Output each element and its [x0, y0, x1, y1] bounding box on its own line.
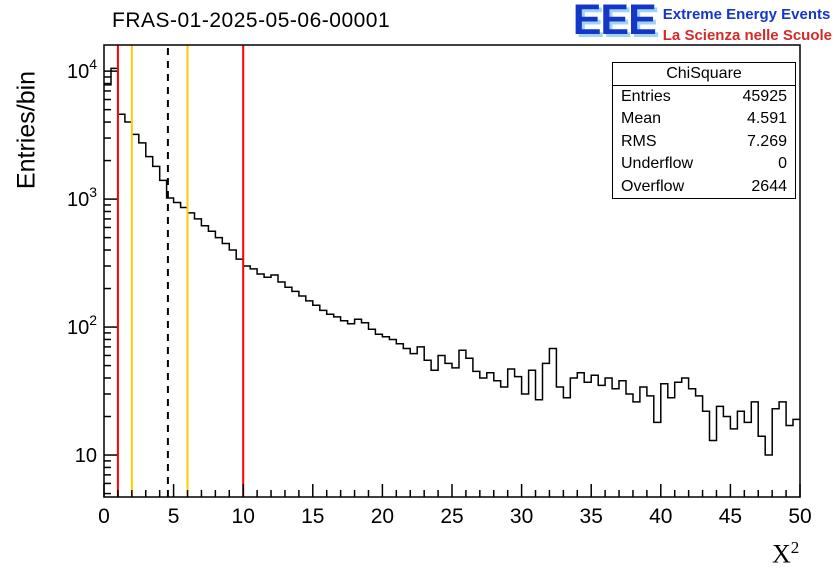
x-axis-label-exponent: 2	[790, 538, 800, 557]
x-tick-label: 20	[371, 505, 394, 528]
page-title: FRAS-01-2025-05-06-00001	[112, 9, 391, 32]
x-axis-label-base: X	[772, 539, 791, 569]
stats-label: Mean	[621, 110, 662, 128]
eee-logo: EEE Extreme Energy Events La Scienza nel…	[572, 0, 832, 46]
eee-logo-line2: La Scienza nelle Scuole	[662, 27, 832, 44]
stats-label: Underflow	[621, 155, 694, 173]
stats-label: Entries	[621, 88, 671, 105]
x-tick-label: 0	[98, 505, 110, 528]
eee-logo-text: Extreme Energy Events La Scienza nelle S…	[663, 1, 832, 46]
y-tick-label: 10	[75, 445, 97, 467]
x-tick-label: 50	[788, 505, 811, 528]
y-tick-label: 102	[67, 312, 97, 339]
stats-label: RMS	[621, 132, 657, 150]
stats-value: 7.269	[746, 132, 787, 150]
stats-row-underflow: Underflow 0	[613, 153, 795, 175]
x-axis-label: X2	[772, 538, 799, 570]
y-tick-label: 103	[67, 184, 97, 211]
x-tick-label: 45	[719, 505, 742, 528]
histogram-line	[104, 67, 800, 456]
x-tick-label: 5	[168, 505, 180, 528]
eee-logo-letters: EEE	[572, 0, 657, 44]
stats-value: 2644	[751, 177, 787, 195]
y-axis-label: Entries/bin	[12, 70, 41, 190]
y-tick-label: 104	[67, 56, 97, 83]
stats-row-overflow: Overflow 2644	[613, 176, 795, 198]
stats-value: 4.591	[746, 110, 787, 128]
stats-value: 45925	[742, 88, 788, 105]
stats-row-mean: Mean 4.591	[613, 108, 795, 130]
x-tick-label: 10	[232, 505, 255, 528]
x-tick-label: 15	[301, 505, 324, 528]
x-tick-label: 35	[580, 505, 603, 528]
stats-label: Overflow	[621, 177, 685, 195]
x-tick-label: 40	[649, 505, 672, 528]
stats-box-header: ChiSquare	[613, 63, 795, 86]
stats-row-rms: RMS 7.269	[613, 131, 795, 153]
stats-value: 0	[778, 155, 787, 173]
x-tick-label: 30	[510, 505, 533, 528]
stats-box: ChiSquare Entries 45925 Mean 4.591 RMS 7…	[612, 62, 796, 200]
x-tick-label: 25	[440, 505, 463, 528]
stats-row-entries: Entries 45925	[613, 86, 795, 108]
eee-logo-line1: Extreme Energy Events	[662, 6, 831, 23]
